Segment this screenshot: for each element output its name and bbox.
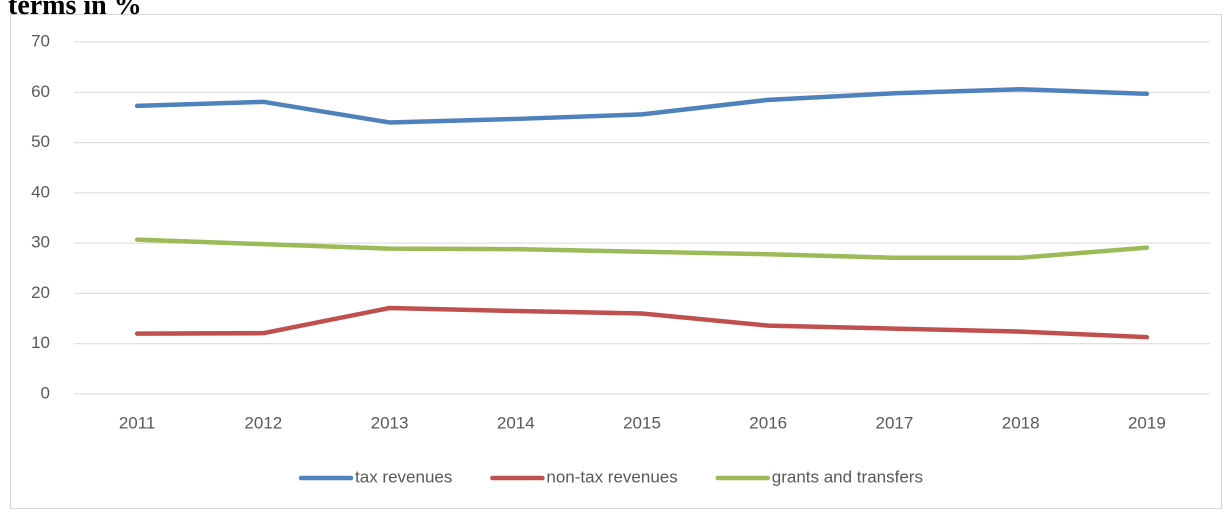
x-tick-label: 2017 bbox=[876, 413, 914, 432]
x-tick-label: 2012 bbox=[244, 413, 282, 432]
x-tick-label: 2019 bbox=[1128, 413, 1166, 432]
y-tick-label: 20 bbox=[31, 283, 50, 302]
series-line bbox=[134, 87, 1150, 125]
y-tick-label: 40 bbox=[31, 182, 50, 201]
x-tick-label: 2013 bbox=[371, 413, 409, 432]
x-tick-label: 2018 bbox=[1002, 413, 1040, 432]
series-line bbox=[134, 305, 1150, 340]
y-tick-label: 30 bbox=[31, 233, 50, 252]
series-line bbox=[134, 237, 1150, 260]
y-tick-label: 10 bbox=[31, 333, 50, 352]
legend-label: grants and transfers bbox=[772, 467, 923, 486]
y-tick-label: 70 bbox=[31, 31, 50, 50]
x-tick-label: 2011 bbox=[119, 413, 156, 432]
y-tick-label: 0 bbox=[41, 383, 50, 402]
x-tick-label: 2016 bbox=[749, 413, 787, 432]
legend-label: tax revenues bbox=[355, 467, 452, 486]
x-tick-label: 2014 bbox=[497, 413, 535, 432]
x-tick-label: 2015 bbox=[623, 413, 661, 432]
y-tick-label: 50 bbox=[31, 132, 50, 151]
legend-label: non-tax revenues bbox=[546, 467, 677, 486]
chart-title: terms in % bbox=[8, 0, 142, 21]
y-tick-label: 60 bbox=[31, 82, 50, 101]
chart-border bbox=[10, 14, 1222, 509]
